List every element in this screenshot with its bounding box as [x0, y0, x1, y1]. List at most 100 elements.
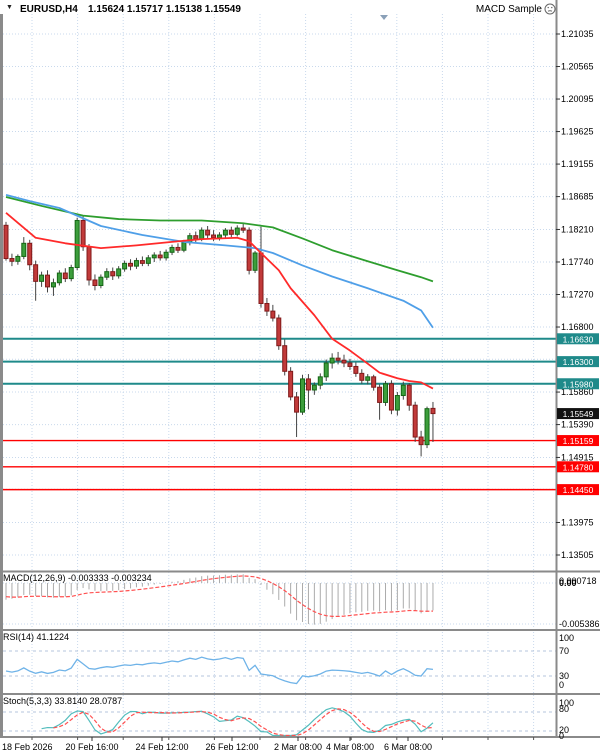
candle-body	[377, 386, 383, 403]
candle-body	[15, 255, 21, 262]
stoch-value-k: 33.8140	[54, 696, 88, 706]
stoch-axis-0: 0	[559, 731, 564, 741]
candle-body	[305, 378, 311, 391]
rsi-name: RSI(14)	[3, 632, 35, 642]
price-badge-red-1-bg	[557, 461, 599, 473]
price-axis-label-0: 1.21035	[561, 29, 594, 39]
candle-body	[122, 262, 128, 270]
stoch-panel-label: Stoch(5,3,3) 33.8140 28.0787	[3, 696, 122, 706]
price-axis-label-13: 1.13975	[561, 517, 594, 527]
rsi-value: 41.1224	[36, 632, 70, 642]
rsi-axis-70: 70	[559, 646, 569, 656]
price-axis-label-12: 1.14915	[561, 452, 594, 462]
candle-body	[139, 260, 145, 264]
candle-body	[222, 229, 228, 236]
price-axis-label-2: 1.20095	[561, 94, 594, 104]
candle-body	[335, 357, 341, 361]
candle-body	[294, 396, 300, 413]
candle-body	[383, 383, 389, 403]
price-badge-teal-2: 1.15980	[563, 379, 594, 389]
candle-body	[175, 246, 181, 251]
candle-body	[157, 254, 163, 259]
candle-body	[341, 359, 347, 364]
candle-body	[33, 264, 39, 282]
candle-body	[133, 260, 139, 267]
candle-body	[329, 357, 335, 364]
chart-shift-marker-icon	[380, 15, 388, 20]
time-label-5: 4 Mar 08:00	[326, 742, 374, 752]
stoch-axis-80: 80	[559, 704, 569, 714]
ohlc-values: 1.15624 1.15717 1.15138 1.15549	[88, 4, 241, 15]
current-price-badge-bg	[557, 408, 599, 420]
candle-body	[193, 235, 199, 240]
price-axis-label-1: 1.20565	[561, 62, 594, 72]
macd-name: MACD(12,26,9)	[3, 573, 66, 583]
candle-body	[21, 242, 27, 257]
candle-body	[128, 262, 134, 267]
candle-body	[27, 242, 33, 266]
time-label-6: 6 Mar 08:00	[384, 742, 432, 752]
candle-body	[394, 395, 400, 411]
candle-body	[365, 376, 371, 381]
macd-axis-min: -0.005386	[559, 619, 600, 629]
candle-body	[62, 272, 68, 280]
candle-body	[234, 227, 240, 235]
candle-body	[110, 271, 116, 277]
price-badge-teal-1: 1.16300	[563, 357, 594, 367]
macd-value-signal: -0.003234	[111, 573, 152, 583]
time-label-2: 24 Feb 12:00	[135, 742, 188, 752]
rsi-panel-label: RSI(14) 41.1224	[3, 632, 69, 642]
symbol-dropdown-icon[interactable]: ▼	[6, 4, 13, 11]
candle-body	[216, 234, 222, 239]
candle-body	[406, 384, 412, 406]
stoch-value-d: 28.0787	[89, 696, 123, 706]
price-badge-teal-0: 1.16630	[563, 334, 594, 344]
macd-signal-line	[5, 575, 433, 618]
macd-panel-label: MACD(12,26,9) -0.003333 -0.003234	[3, 573, 152, 583]
candle-body	[276, 317, 282, 347]
stoch-axis-20: 20	[559, 725, 569, 735]
candle-body	[371, 376, 377, 388]
chart-header: ▼ EURUSD,H4 1.15624 1.15717 1.15138 1.15…	[0, 0, 600, 20]
macd-axis-zero: 0.00	[559, 578, 577, 588]
candle-body	[270, 310, 276, 319]
price-badge-red-2: 1.14450	[563, 485, 594, 495]
candle-body	[86, 246, 92, 281]
ma-slow-green-line	[5, 196, 434, 283]
price-badge-teal-0-bg	[557, 333, 599, 345]
price-axis-label-11: 1.15390	[561, 420, 594, 430]
candle-body	[50, 282, 56, 288]
time-label-1: 20 Feb 16:00	[65, 742, 118, 752]
macd-value-main: -0.003333	[68, 573, 109, 583]
rsi-axis-100: 100	[559, 633, 574, 643]
price-axis-label-5: 1.18685	[561, 192, 594, 202]
candle-body	[9, 258, 15, 262]
candle-body	[205, 229, 211, 236]
candle-body	[116, 268, 122, 277]
candle-body	[400, 384, 406, 397]
candle-body	[388, 383, 394, 411]
candle-body	[199, 229, 205, 240]
candle-body	[181, 242, 187, 251]
candle-body	[359, 372, 365, 381]
price-axis-label-7: 1.17740	[561, 257, 594, 267]
candle-body	[258, 252, 264, 304]
ma-fast-red-line	[5, 212, 434, 390]
candle-body	[424, 408, 430, 446]
price-axis-label-9: 1.16800	[561, 322, 594, 332]
candle-body	[252, 252, 258, 271]
candle-body	[264, 302, 270, 312]
stoch-k-line	[41, 707, 434, 737]
candle-body	[240, 227, 246, 231]
candle-body	[430, 407, 436, 415]
stoch-axis-100: 100	[559, 698, 574, 708]
candle-body	[288, 370, 294, 398]
price-badge-red-0: 1.15159	[563, 436, 594, 446]
candle-body	[300, 378, 305, 413]
stoch-d-line	[53, 708, 434, 737]
candle-body	[163, 251, 169, 259]
price-badge-teal-1-bg	[557, 356, 599, 368]
smiley-icon[interactable]	[544, 3, 556, 15]
